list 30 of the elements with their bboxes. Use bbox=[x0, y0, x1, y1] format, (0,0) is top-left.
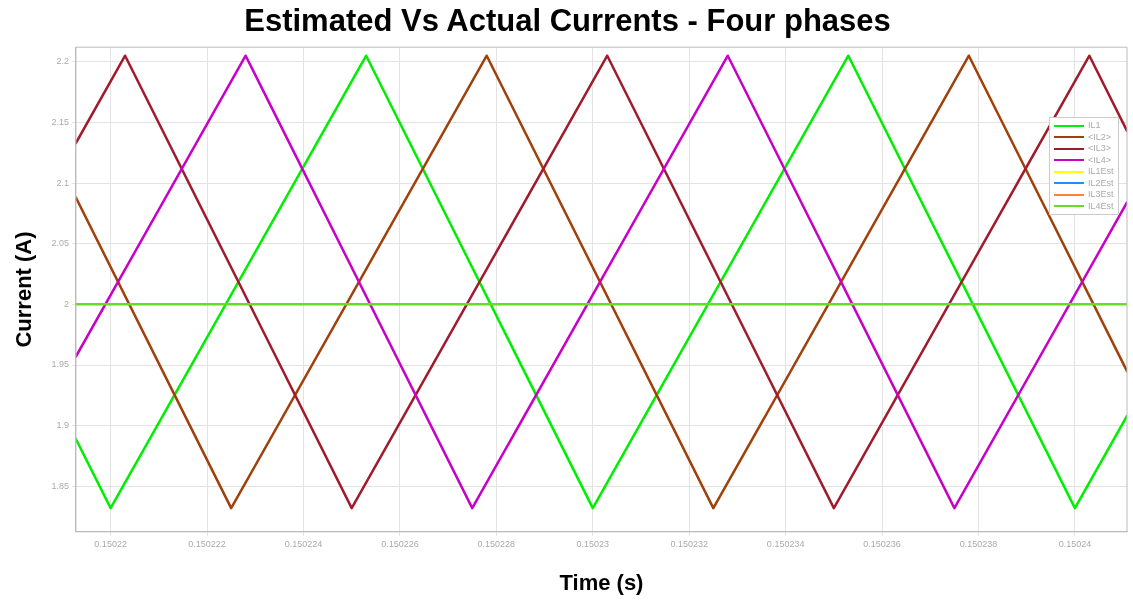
y-tick-label: 1.85 bbox=[51, 480, 69, 491]
y-tick-label: 1.95 bbox=[51, 359, 69, 370]
x-tick-label: 0.150224 bbox=[284, 538, 323, 549]
x-tick-label: 0.150226 bbox=[381, 538, 419, 549]
x-tick-label: 0.150228 bbox=[477, 538, 516, 549]
y-tick-label: 2 bbox=[63, 298, 69, 309]
legend-label: <IL2> bbox=[1088, 131, 1112, 142]
legend-label: IL3Est bbox=[1088, 189, 1114, 200]
y-tick-label: 2.2 bbox=[56, 56, 69, 67]
legend-label: IL4Est bbox=[1088, 200, 1114, 211]
x-tick-label: 0.150222 bbox=[188, 538, 226, 549]
y-tick-label: 1.9 bbox=[56, 420, 69, 431]
legend-label: IL2Est bbox=[1088, 177, 1114, 188]
x-tick-label: 0.150238 bbox=[959, 538, 998, 549]
x-tick-label: 0.150232 bbox=[670, 538, 708, 549]
legend-label: <IL3> bbox=[1088, 143, 1112, 154]
y-tick-label: 2.1 bbox=[56, 177, 69, 188]
legend-label: <IL4> bbox=[1088, 154, 1112, 165]
x-tick-label: 0.150234 bbox=[766, 538, 805, 549]
y-tick-label: 2.15 bbox=[51, 116, 69, 127]
x-tick-label: 0.15024 bbox=[1058, 538, 1092, 549]
y-axis-title: Current (A) bbox=[11, 231, 37, 348]
legend-label: IL1 bbox=[1088, 120, 1101, 131]
chart-title: Estimated Vs Actual Currents - Four phases bbox=[244, 3, 891, 39]
x-tick-label: 0.15022 bbox=[94, 538, 127, 549]
x-tick-label: 0.15023 bbox=[576, 538, 610, 549]
x-tick-label: 0.150236 bbox=[863, 538, 901, 549]
y-tick-label: 2.05 bbox=[51, 238, 69, 249]
x-axis-title: Time (s) bbox=[559, 569, 644, 595]
legend-label: IL1Est bbox=[1088, 166, 1114, 177]
